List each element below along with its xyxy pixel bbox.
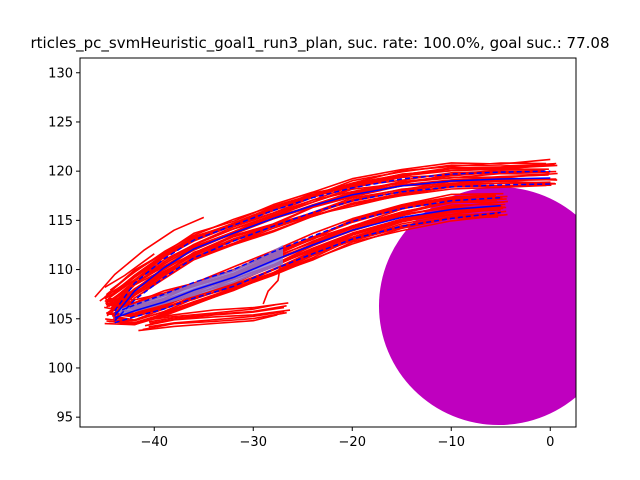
y-tick-label: 125	[48, 115, 73, 130]
particle-trajectory	[104, 171, 550, 305]
particle-trajectory	[110, 158, 551, 292]
plot-frame	[79, 57, 577, 428]
particle-trajectory	[110, 170, 543, 302]
particle-trajectory	[148, 310, 285, 328]
x-tick-label: −20	[339, 435, 366, 450]
particle-trajectory	[145, 303, 277, 321]
y-tick-label: 100	[48, 361, 73, 376]
particle-trajectory-outlier	[262, 261, 282, 305]
plan-layer	[114, 170, 551, 324]
particle-trajectory	[112, 212, 496, 322]
plan-bound-line	[114, 196, 501, 314]
x-axis: −40 −30 −20 −10 0	[141, 427, 554, 450]
plot-area	[94, 158, 576, 425]
y-tick-label: 105	[48, 312, 73, 327]
plan-bound-line	[114, 170, 551, 312]
y-tick-label: 130	[48, 66, 73, 81]
plan-mean-line	[114, 177, 551, 317]
particle-trajectory	[109, 164, 558, 299]
particle-trajectory-outlier	[99, 280, 135, 302]
y-axis: 95 100 105 110 115 120 125 130	[48, 66, 80, 426]
x-tick-label: −40	[141, 435, 168, 450]
plan-bound-line	[114, 183, 551, 322]
particle-trajectory	[144, 309, 291, 327]
particle-trajectory-outlier	[94, 216, 205, 298]
plan-bound-line	[114, 211, 501, 324]
particle-trajectory	[142, 311, 287, 331]
y-tick-label: 120	[48, 165, 73, 180]
y-tick-label: 115	[48, 214, 73, 229]
particle-trajectory-outlier	[104, 253, 155, 288]
goal-layer	[379, 186, 576, 425]
particle-trajectory	[138, 314, 278, 332]
x-tick-label: −30	[240, 435, 267, 450]
goal-region	[379, 186, 576, 425]
particle-trajectory	[148, 305, 287, 323]
plan-mean-line	[114, 204, 501, 319]
particle-trajectory	[111, 164, 547, 296]
plan-uncertainty-band	[119, 245, 283, 316]
chart-title: rticles_pc_svmHeuristic_goal1_run3_plan,…	[30, 34, 609, 53]
particle-trajectory	[149, 302, 289, 320]
x-tick-label: −10	[438, 435, 465, 450]
x-tick-label: 0	[546, 435, 554, 450]
y-tick-label: 95	[56, 411, 73, 426]
y-tick-label: 110	[48, 263, 73, 278]
